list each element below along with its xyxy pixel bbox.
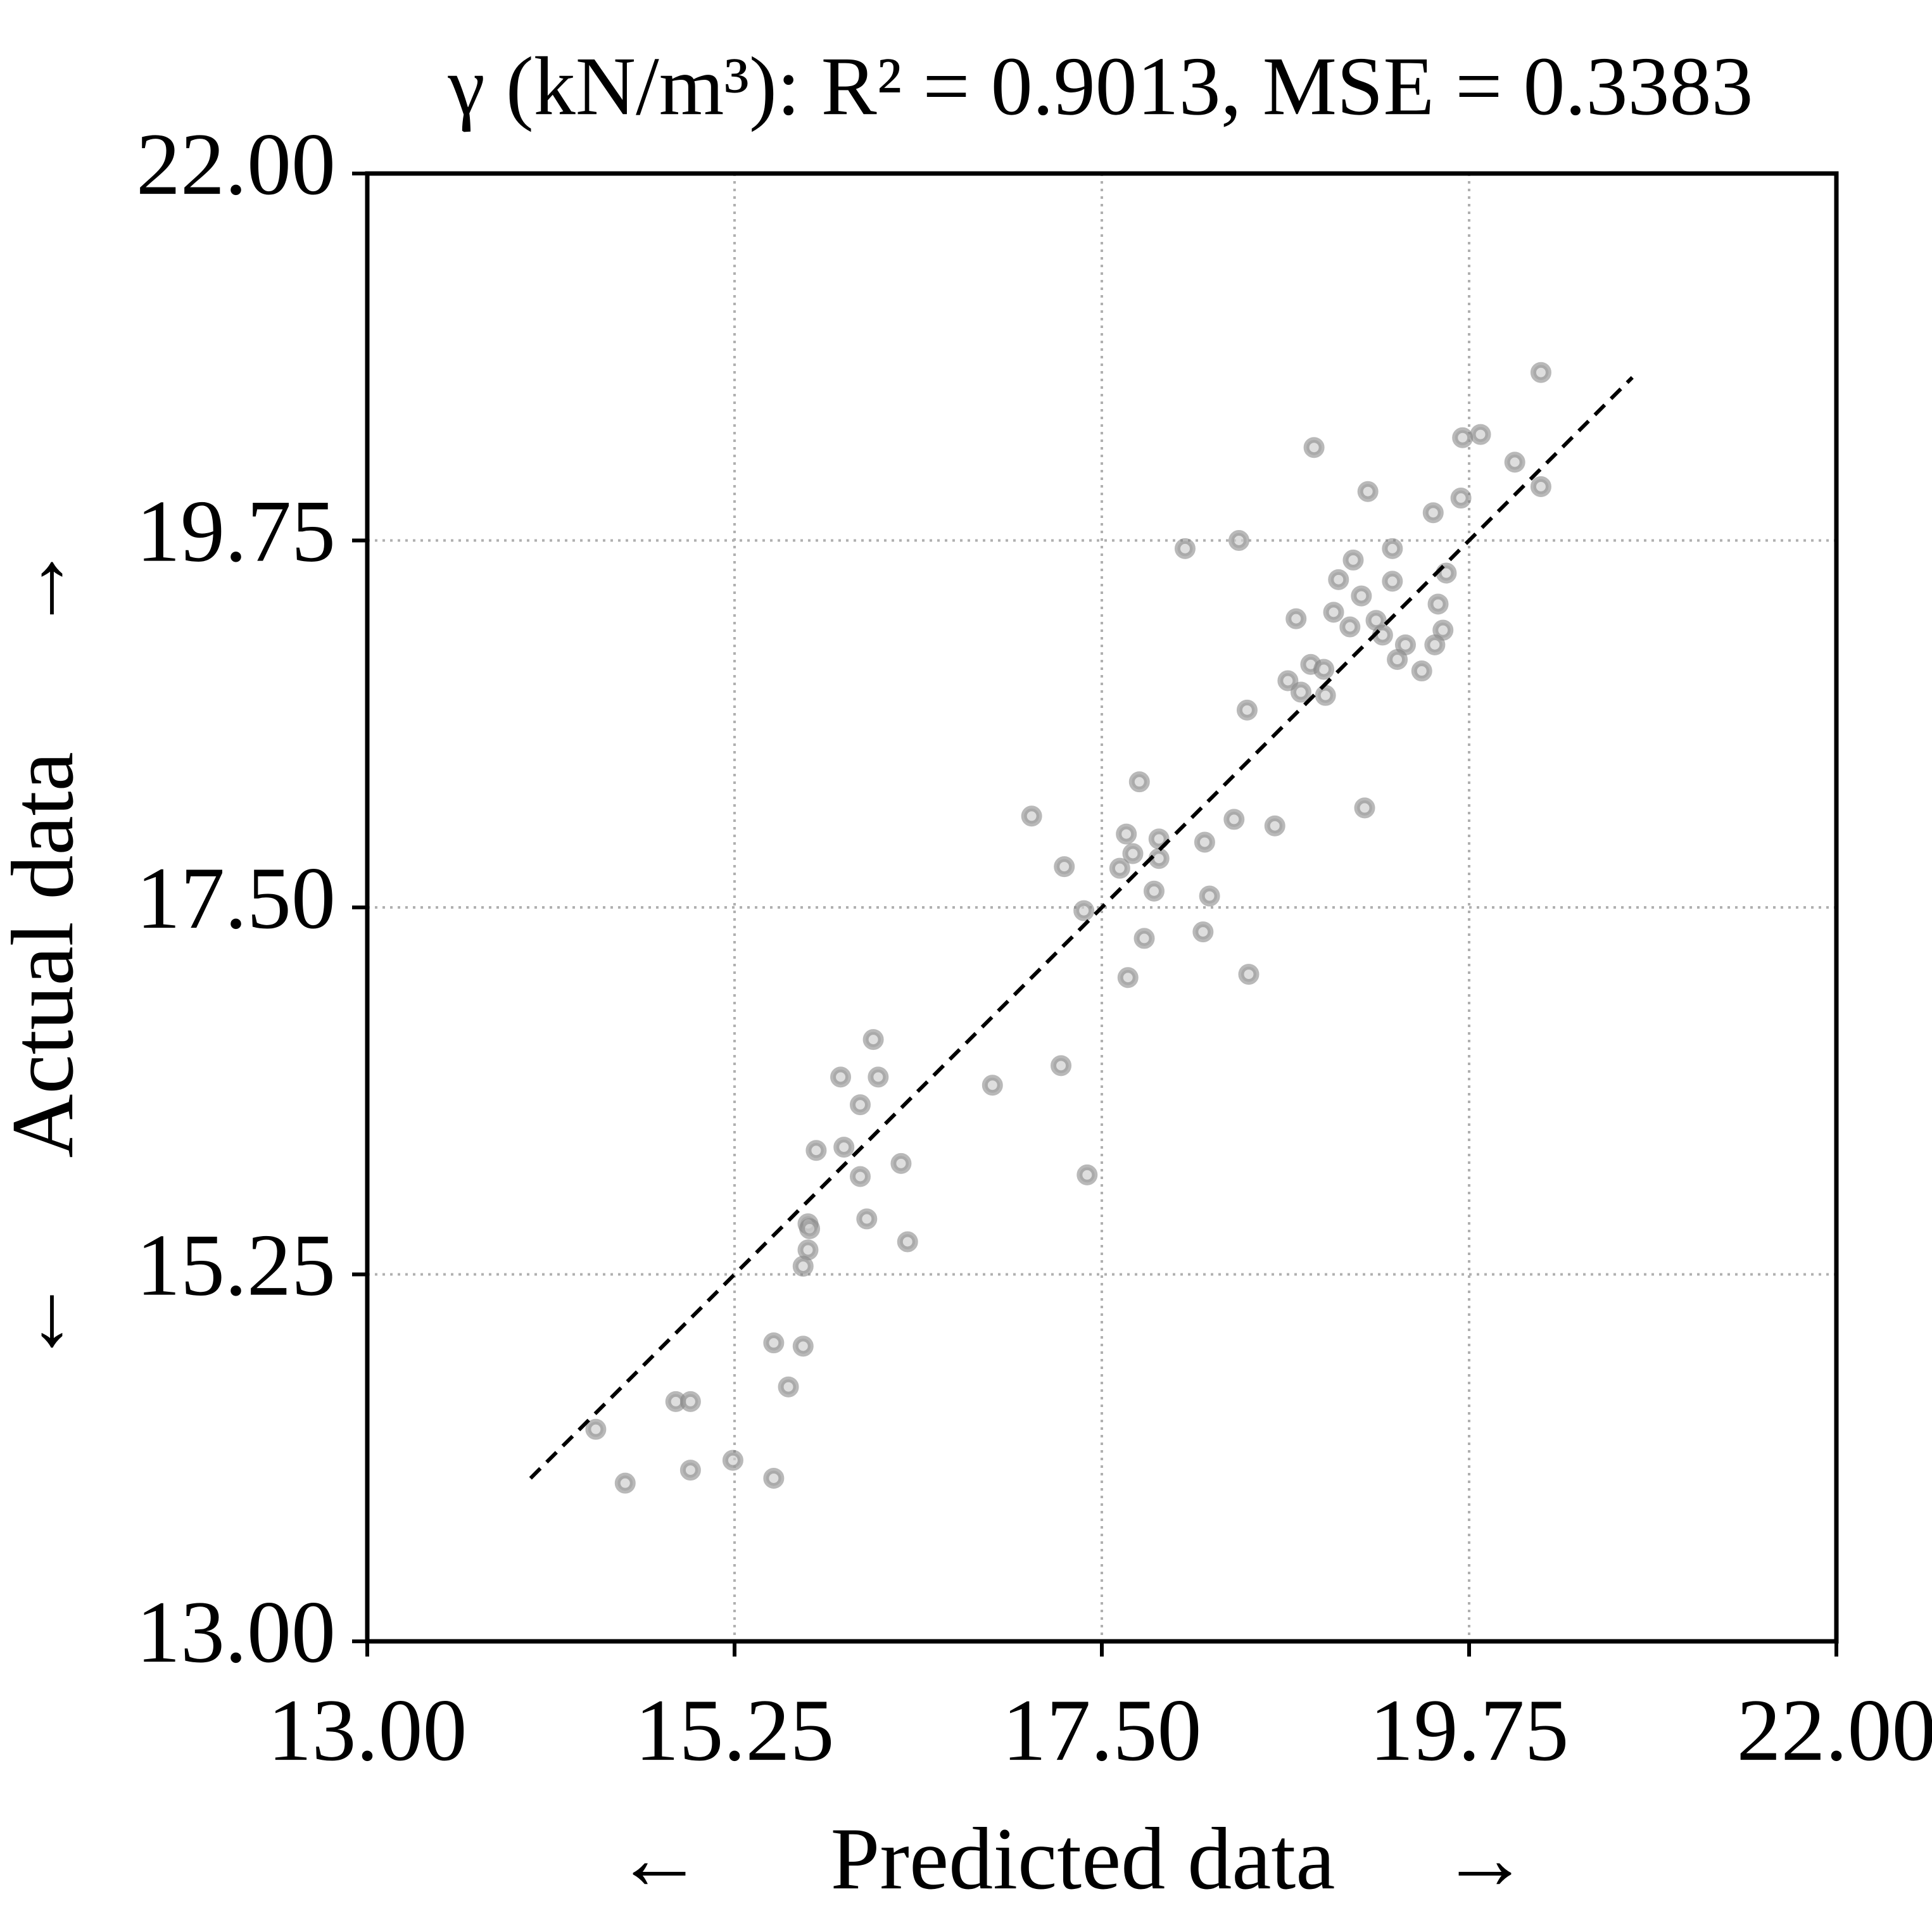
y-tick-label: 13.00 xyxy=(136,1583,336,1681)
point xyxy=(679,1460,701,1481)
point xyxy=(982,1075,1003,1096)
x-tick-label: 15.25 xyxy=(635,1681,835,1779)
x-arrow-right: → xyxy=(1441,1810,1529,1908)
point xyxy=(833,1137,855,1158)
point xyxy=(1452,427,1474,448)
y-arrow-up: ↑ xyxy=(30,533,74,631)
y-tick-label: 22.00 xyxy=(136,115,336,213)
point xyxy=(1238,964,1260,985)
point xyxy=(1290,681,1311,703)
point xyxy=(1116,823,1137,845)
point xyxy=(1192,921,1214,943)
x-tick-label: 13.00 xyxy=(268,1681,467,1779)
point xyxy=(1382,571,1403,592)
point xyxy=(1323,602,1344,623)
point xyxy=(1054,856,1075,878)
point xyxy=(868,1066,889,1088)
plot-frame xyxy=(365,171,1839,1644)
point xyxy=(1128,771,1150,793)
point xyxy=(585,1418,607,1440)
point xyxy=(792,1256,814,1277)
point xyxy=(763,1332,785,1354)
point xyxy=(1342,549,1364,571)
point xyxy=(1450,488,1472,509)
point xyxy=(1354,797,1375,819)
point xyxy=(890,1152,912,1174)
point xyxy=(1148,828,1170,850)
point xyxy=(1133,928,1155,949)
point xyxy=(849,1166,871,1187)
point xyxy=(1194,831,1215,853)
y-tick-label: 19.75 xyxy=(136,483,336,581)
point xyxy=(1236,699,1258,721)
y-tick-label: 15.25 xyxy=(136,1216,336,1315)
point xyxy=(614,1472,636,1494)
point xyxy=(1264,815,1285,837)
point xyxy=(797,1239,819,1261)
point xyxy=(1174,538,1196,559)
point xyxy=(1470,424,1491,445)
point xyxy=(1228,530,1250,551)
point xyxy=(1357,481,1379,502)
point xyxy=(1277,670,1299,691)
point xyxy=(799,1218,821,1239)
point xyxy=(830,1066,852,1088)
point xyxy=(1122,843,1144,864)
point xyxy=(1339,616,1361,638)
point xyxy=(792,1335,814,1357)
point xyxy=(1073,900,1095,921)
point xyxy=(1223,809,1245,830)
point xyxy=(1351,585,1372,607)
point xyxy=(1143,880,1165,902)
point xyxy=(1313,659,1335,680)
point xyxy=(856,1208,878,1230)
point xyxy=(722,1449,743,1471)
point xyxy=(1530,476,1551,498)
x-arrow-left: ← xyxy=(615,1810,704,1908)
point xyxy=(1117,967,1139,988)
point xyxy=(1051,1055,1072,1076)
point xyxy=(805,1140,827,1161)
chart-title: γ (kN/m³): R² = 0.9013, MSE = 0.3383 xyxy=(447,39,1753,132)
point xyxy=(1394,634,1416,655)
point xyxy=(1387,649,1408,671)
point xyxy=(897,1231,918,1253)
fit-line xyxy=(529,376,1634,1480)
point xyxy=(1109,857,1130,879)
point xyxy=(1076,1164,1098,1185)
point xyxy=(1530,362,1551,383)
point xyxy=(862,1029,884,1051)
point xyxy=(679,1391,701,1412)
point xyxy=(1432,619,1454,641)
y-axis-label: Actual data xyxy=(0,752,92,1158)
point xyxy=(1422,502,1444,524)
point xyxy=(849,1094,871,1116)
point xyxy=(1427,593,1449,615)
y-tick-label: 17.50 xyxy=(136,849,336,947)
point xyxy=(1328,569,1349,590)
point xyxy=(1411,660,1432,682)
point xyxy=(1199,885,1220,907)
point xyxy=(1148,848,1170,869)
point xyxy=(1303,437,1325,458)
point xyxy=(1424,634,1446,655)
point xyxy=(1285,608,1307,629)
point xyxy=(1504,451,1525,473)
point xyxy=(1315,685,1336,706)
x-tick-label: 19.75 xyxy=(1370,1681,1569,1779)
y-arrow-down: ↓ xyxy=(30,1266,74,1365)
x-tick-label: 17.50 xyxy=(1002,1681,1202,1779)
x-axis-label: Predicted data xyxy=(831,1810,1335,1908)
x-tick-label: 22.00 xyxy=(1737,1681,1932,1779)
point xyxy=(763,1467,785,1489)
point xyxy=(1382,538,1403,559)
point xyxy=(778,1376,799,1398)
point xyxy=(1021,805,1042,827)
